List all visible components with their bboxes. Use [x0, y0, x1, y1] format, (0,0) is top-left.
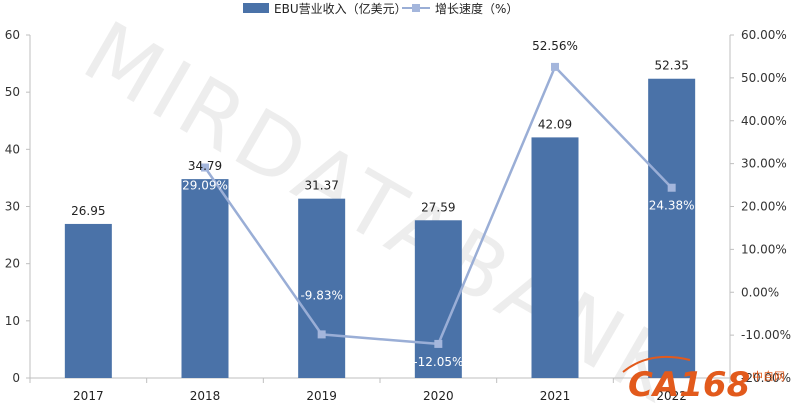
- right-tick-label: -20.00%: [741, 371, 791, 385]
- growth-point: [317, 330, 326, 339]
- x-tick-label: 2019: [306, 389, 337, 403]
- growth-value-label: -12.05%: [413, 355, 463, 369]
- bar-value-label: 31.37: [304, 179, 338, 193]
- logo-swoosh-icon: [622, 355, 691, 373]
- legend-line-label: 增长速度（%）: [435, 1, 518, 16]
- left-tick-label: 50: [5, 85, 20, 99]
- right-tick-label: 10.00%: [741, 242, 787, 256]
- x-tick-label: 2020: [423, 389, 454, 403]
- logo-subtext: 中自网: [752, 370, 785, 383]
- bar-value-label: 52.35: [654, 59, 688, 73]
- left-axis-ticks: 0 10 20 30 40 50 60: [5, 28, 30, 385]
- left-tick-label: 60: [5, 28, 20, 42]
- right-tick-label: 0.00%: [741, 285, 779, 299]
- bar: [531, 137, 579, 378]
- category-labels: 2017 2018 2019 2020 2021 2022: [29, 378, 731, 403]
- growth-point: [434, 339, 443, 348]
- legend: EBU营业收入（亿美元） 增长速度（%）: [243, 1, 518, 16]
- left-tick-label: 10: [5, 314, 20, 328]
- growth-point: [201, 163, 209, 172]
- bar: [648, 78, 696, 379]
- bar-value-label: 42.09: [538, 117, 572, 131]
- bar-value-label: 26.95: [71, 204, 105, 218]
- left-tick-label: 20: [5, 257, 20, 271]
- legend-line-marker: [412, 4, 420, 12]
- left-tick-label: 0: [12, 371, 20, 385]
- legend-bar-swatch: [243, 3, 269, 13]
- line-series: [201, 62, 676, 348]
- watermark: MIRDATABANK: [68, 2, 698, 407]
- x-tick-label: 2018: [190, 389, 221, 403]
- logo-text: CA168: [628, 365, 750, 405]
- growth-value-label: 29.09%: [182, 179, 228, 193]
- site-logo: CA168 中自网: [622, 355, 785, 405]
- right-axis-ticks: -20.00% -10.00% 0.00% 10.00% 20.00% 30.00% 40.…: [730, 28, 791, 385]
- bar: [298, 198, 346, 378]
- right-tick-label: 30.00%: [741, 157, 787, 171]
- bar-series: [64, 78, 696, 379]
- right-tick-label: 50.00%: [741, 71, 787, 85]
- x-tick-label: 2022: [656, 389, 687, 403]
- x-tick-label: 2017: [73, 389, 104, 403]
- bar: [64, 223, 112, 378]
- left-tick-label: 30: [5, 200, 20, 214]
- growth-value-label: -9.83%: [300, 288, 342, 302]
- growth-value-label: 24.38%: [649, 199, 695, 213]
- growth-value-label: 52.56%: [532, 39, 578, 53]
- right-tick-label: 20.00%: [741, 200, 787, 214]
- legend-bar-label: EBU营业收入（亿美元）: [274, 1, 407, 16]
- growth-point: [551, 62, 559, 71]
- bar-value-label: 34.79: [188, 159, 222, 173]
- x-tick-label: 2021: [540, 389, 571, 403]
- line-value-labels: 29.09% -9.83% -12.05% 52.56% 24.38%: [182, 39, 694, 369]
- right-tick-label: -10.00%: [741, 328, 791, 342]
- bar: [414, 220, 462, 378]
- bar-value-label: 27.59: [421, 200, 455, 214]
- left-tick-label: 40: [5, 142, 20, 156]
- bar: [181, 179, 229, 378]
- right-tick-label: 40.00%: [741, 114, 787, 128]
- growth-point: [667, 183, 676, 192]
- right-tick-label: 60.00%: [741, 28, 787, 42]
- bar-value-labels: 26.95 34.79 31.37 27.59 42.09 52.35: [71, 59, 689, 218]
